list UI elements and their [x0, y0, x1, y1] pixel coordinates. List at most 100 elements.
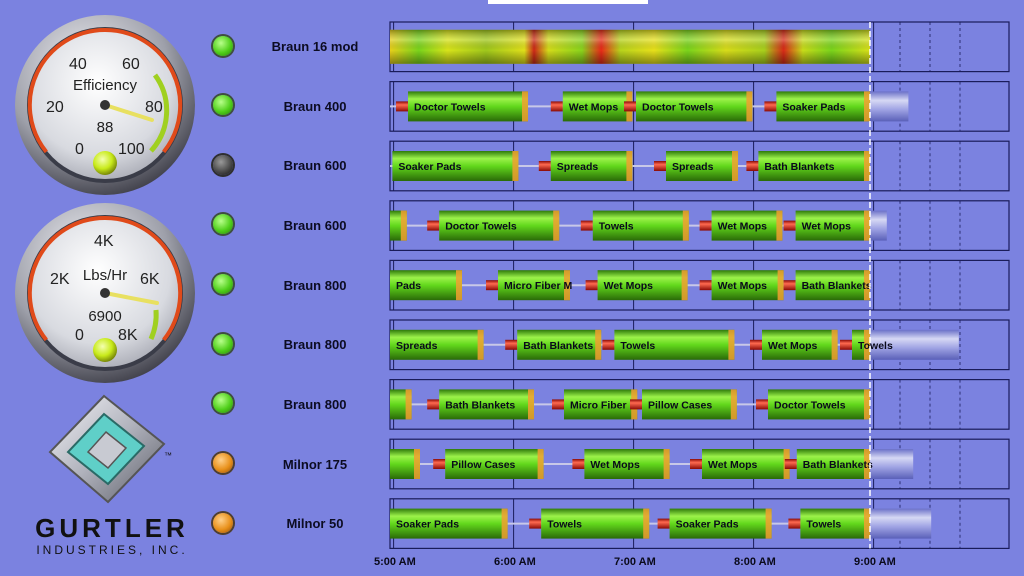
timeline-bar: [711, 210, 783, 241]
job-label: Wet Mops: [590, 459, 640, 471]
bar-end-accent: [864, 449, 870, 479]
bar-end-accent: [831, 329, 838, 360]
timeline-bar: [795, 210, 870, 241]
changeover-marker: [630, 399, 642, 410]
job-label: Wet Mops: [604, 280, 654, 292]
job-label: Pads: [396, 280, 421, 292]
bar-end-accent: [626, 151, 633, 181]
changeover-marker: [783, 220, 796, 231]
changeover-marker: [750, 339, 762, 350]
efficiency-scale-arc: [27, 27, 183, 154]
timeline-bar: [597, 270, 688, 301]
changeover-marker: [746, 161, 759, 171]
job-label: Wet Mops: [768, 340, 818, 352]
job-label: Doctor Towels: [445, 221, 517, 233]
machine-label[interactable]: Braun 600: [283, 218, 347, 233]
efficiency-tick-60: 60: [122, 56, 140, 73]
bar-end-accent: [522, 91, 528, 122]
changeover-marker: [699, 220, 712, 231]
status-led-7: [213, 453, 233, 473]
timeline-bar: [550, 151, 633, 181]
timeline-bar-projected: [870, 91, 909, 122]
job-label: Micro Fiber M: [570, 399, 639, 411]
status-led-5: [213, 334, 233, 354]
logo-trademark: ™: [164, 451, 172, 460]
timeline-bar: [584, 449, 670, 479]
machine-label[interactable]: Milnor 175: [282, 457, 348, 472]
job-label: Spreads: [396, 340, 438, 352]
bar-end-accent: [777, 270, 784, 301]
changeover-marker: [580, 220, 593, 231]
bar-end-accent: [477, 329, 484, 360]
efficiency-indicator-light: [93, 151, 117, 175]
job-label: Spreads: [672, 161, 714, 173]
gurtler-logo-icon: ™: [48, 394, 172, 504]
timeline-bar: [711, 270, 784, 301]
timeline-bar: [390, 329, 484, 360]
bar-end-accent: [595, 329, 602, 360]
machine-label[interactable]: Braun 800: [283, 397, 347, 412]
machine-label[interactable]: Braun 800: [283, 278, 347, 293]
timeline-bar: [541, 508, 650, 539]
changeover-marker: [840, 339, 852, 350]
bar-end-accent: [643, 508, 650, 539]
timeline-bar: [392, 151, 519, 181]
efficiency-tick-20: 20: [46, 99, 64, 116]
bar-end-accent: [728, 329, 735, 360]
timeline-bar: [758, 151, 870, 181]
bar-end-accent: [864, 210, 870, 241]
changeover-marker: [550, 101, 563, 112]
timeline-bar: [564, 389, 638, 420]
machine-label[interactable]: Braun 16 mod: [271, 39, 359, 54]
job-label: Pillow Cases: [451, 459, 515, 471]
machine-label[interactable]: Braun 400: [283, 99, 347, 114]
time-tick: 7:00 AM: [614, 556, 656, 568]
job-label: Wet Mops: [708, 459, 758, 471]
bar-end-accent: [681, 270, 688, 301]
status-led-3: [213, 214, 233, 234]
job-label: Soaker Pads: [396, 519, 459, 531]
timeline-bar-projected: [870, 329, 959, 360]
time-tick: 9:00 AM: [854, 556, 896, 568]
changeover-marker: [572, 459, 585, 469]
job-label: Wet Mops: [718, 221, 768, 233]
job-label: Micro Fiber M: [504, 280, 573, 292]
job-label: Bath Blankets: [523, 340, 593, 352]
changeover-marker: [529, 518, 542, 529]
job-label: Wet Mops: [802, 221, 852, 233]
timeline-bar: [408, 91, 528, 122]
job-label: Bath Blankets: [803, 459, 873, 471]
machine-label[interactable]: Braun 600: [283, 158, 347, 173]
brand-name: GURTLER: [35, 513, 189, 543]
changeover-marker: [657, 518, 670, 529]
efficiency-tick-80: 80: [145, 99, 163, 116]
job-label: Pillow Cases: [648, 399, 712, 411]
bar-end-accent: [864, 329, 870, 360]
efficiency-needle: [103, 103, 154, 122]
bar-end-accent: [456, 270, 462, 301]
changeover-marker: [690, 459, 702, 469]
timeline-bar: [762, 329, 838, 360]
time-tick: 6:00 AM: [494, 556, 536, 568]
status-led-0: [213, 36, 233, 56]
timeline-bar: [795, 270, 870, 301]
timeline-bar-projected: [870, 508, 932, 539]
machine-label[interactable]: Braun 800: [283, 337, 347, 352]
machine-label[interactable]: Milnor 50: [286, 516, 344, 531]
timeline-bar: [666, 151, 738, 181]
changeover-marker: [486, 280, 498, 291]
throughput-indicator-light: [93, 338, 117, 362]
timeline-bar: [669, 508, 772, 539]
changeover-marker: [505, 339, 518, 350]
changeover-marker: [764, 101, 777, 112]
efficiency-label: Efficiency: [73, 77, 137, 94]
changeover-marker: [538, 161, 551, 171]
bar-end-accent: [537, 449, 544, 479]
job-label: Towels: [858, 340, 893, 352]
job-label: Doctor Towels: [414, 101, 486, 113]
bar-end-accent: [864, 389, 870, 420]
job-label: Bath Blankets: [764, 161, 834, 173]
throughput-tick-6k: 6K: [140, 271, 160, 288]
bar-end-accent: [512, 151, 519, 181]
timeline-bar: [498, 270, 570, 301]
